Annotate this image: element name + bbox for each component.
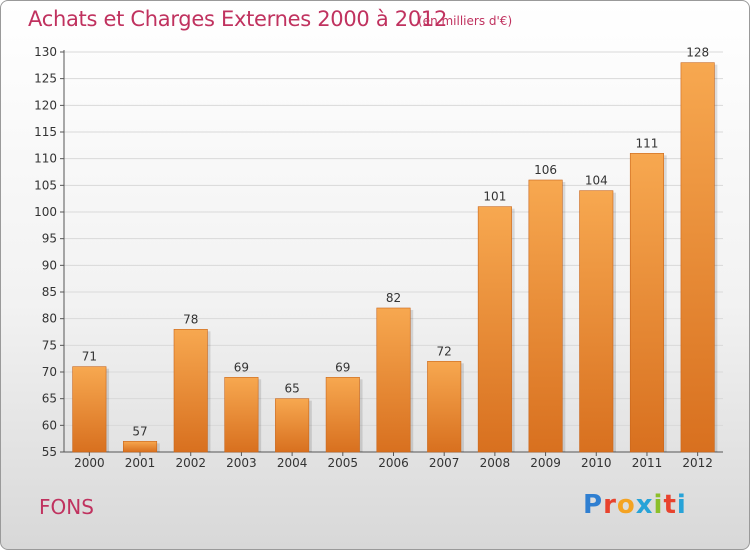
bar-value-label: 106 [534, 163, 557, 177]
bar [224, 377, 259, 453]
bar-chart: 55 60 65 70 75 80 85 90 95 100 105 110 115 120 125 130 7… [34, 45, 723, 470]
bar [123, 441, 158, 453]
bar [427, 361, 462, 453]
labels: 55 60 65 70 75 80 85 90 95 100 105 110 115 120 125 130 7… [34, 45, 713, 470]
bar-value-label: 101 [483, 190, 506, 204]
logo-letter: x [635, 490, 654, 520]
y-tick-label: 120 [34, 98, 57, 112]
x-tick-label: 2004 [277, 456, 308, 470]
bar [680, 62, 715, 453]
commune-name: FONS [39, 495, 94, 519]
x-tick-label: 2007 [429, 456, 460, 470]
logo-letter: o [616, 490, 636, 520]
logo-letter: i [653, 490, 664, 520]
x-tick-label: 2009 [530, 456, 561, 470]
bar [629, 153, 664, 453]
y-tick-label: 125 [34, 72, 57, 86]
y-tick-label: 70 [42, 365, 57, 379]
bar-value-label: 111 [636, 136, 659, 150]
y-tick-label: 115 [34, 125, 57, 139]
logo-letter: r [603, 490, 617, 520]
logo-letter: i [676, 490, 687, 520]
x-tick-label: 2008 [480, 456, 511, 470]
bar [579, 190, 614, 453]
bar-value-label: 128 [686, 46, 709, 60]
y-tick-label: 90 [42, 258, 57, 272]
bar-value-label: 72 [437, 344, 452, 358]
y-tick-label: 100 [34, 205, 57, 219]
y-tick-label: 130 [34, 45, 57, 59]
y-tick-label: 95 [42, 232, 57, 246]
logo-letter: t [663, 490, 677, 520]
x-tick-label: 2010 [581, 456, 612, 470]
x-tick-label: 2012 [682, 456, 713, 470]
bar [376, 307, 411, 453]
y-tick-label: 85 [42, 285, 57, 299]
bar [72, 366, 107, 453]
chart-unit-label: (en milliers d'€) [418, 14, 513, 28]
y-tick-label: 75 [42, 338, 57, 352]
bar-value-label: 71 [82, 350, 97, 364]
bar [477, 206, 512, 453]
x-tick-label: 2005 [328, 456, 359, 470]
x-tick-label: 2000 [74, 456, 105, 470]
x-tick-label: 2002 [175, 456, 206, 470]
proxiti-logo[interactable]: Proxiti [583, 490, 687, 520]
chart-title: Achats et Charges Externes 2000 à 2012 [28, 7, 448, 31]
y-tick-label: 55 [42, 445, 57, 459]
x-tick-label: 2006 [378, 456, 409, 470]
bar-value-label: 69 [335, 360, 350, 374]
y-tick-label: 65 [42, 392, 57, 406]
y-tick-label: 60 [42, 418, 57, 432]
bar-value-label: 65 [284, 382, 299, 396]
bar-value-label: 57 [132, 424, 147, 438]
x-tick-label: 2001 [125, 456, 156, 470]
x-tick-label: 2011 [632, 456, 663, 470]
logo-letter: P [583, 490, 604, 520]
bar [275, 398, 310, 453]
bar-value-label: 78 [183, 312, 198, 326]
y-tick-label: 105 [34, 178, 57, 192]
bar-value-label: 82 [386, 291, 401, 305]
bar-value-label: 104 [585, 174, 608, 188]
bar-value-label: 69 [234, 360, 249, 374]
bar [173, 329, 208, 453]
x-tick-label: 2003 [226, 456, 257, 470]
bar [325, 377, 360, 453]
bars [72, 62, 718, 453]
y-tick-label: 80 [42, 312, 57, 326]
y-tick-label: 110 [34, 152, 57, 166]
bar [528, 179, 563, 453]
